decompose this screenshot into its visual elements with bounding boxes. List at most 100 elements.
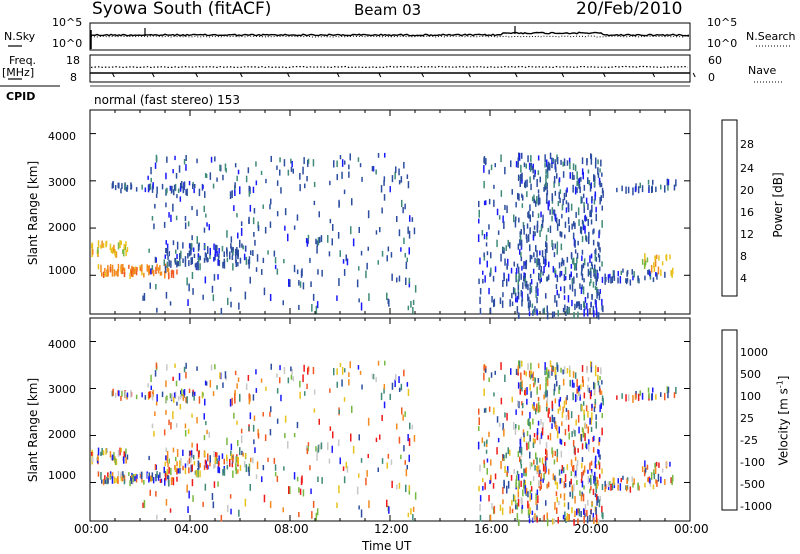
velocity-echo-mark: [626, 485, 629, 490]
power-echo-mark: [655, 254, 658, 260]
power-echo-mark: [515, 297, 517, 303]
power-echo-mark: [557, 309, 559, 317]
velocity-echo-mark: [166, 395, 168, 401]
power-echo-mark: [605, 276, 607, 282]
velocity-echo-mark: [488, 431, 490, 437]
power-echo-mark: [609, 273, 611, 278]
power-echo-mark: [276, 268, 279, 275]
velocity-echo-mark: [139, 472, 141, 478]
power-echo-mark: [220, 164, 222, 172]
velocity-echo-mark: [151, 394, 154, 401]
velocity-echo-mark: [91, 451, 93, 456]
velocity-echo-mark: [365, 477, 367, 486]
power-echo-mark: [168, 272, 170, 280]
velocity-echo-mark: [599, 388, 601, 395]
velocity-panel-frame: [89, 317, 691, 522]
velocity-echo-mark: [594, 369, 597, 377]
velocity-echo-mark: [199, 470, 201, 478]
velocity-echo-mark: [528, 418, 530, 427]
velocity-echo-mark: [239, 393, 241, 402]
velocity-echo-mark: [284, 433, 286, 439]
velocity-echo-mark: [583, 413, 585, 421]
power-echo-mark: [520, 229, 522, 235]
velocity-echo-mark: [300, 477, 303, 486]
velocity-echo-mark: [559, 478, 562, 484]
velocity-echo-mark: [531, 462, 533, 467]
power-echo-mark: [504, 204, 506, 210]
power-echo-mark: [380, 185, 383, 193]
velocity-echo-mark: [559, 438, 561, 444]
velocity-echo-mark: [601, 395, 604, 402]
power-echo-mark: [109, 243, 112, 251]
velocity-echo-mark: [661, 468, 664, 473]
velocity-echo-mark: [226, 454, 228, 462]
velocity-echo-mark: [320, 442, 323, 450]
power-echo-mark: [593, 174, 595, 182]
power-echo-mark: [119, 240, 121, 248]
velocity-echo-mark: [315, 512, 318, 521]
power-echo-mark: [229, 287, 232, 292]
velocity-echo-mark: [541, 457, 544, 465]
velocity-echo-mark: [260, 378, 263, 383]
power-echo-mark: [202, 294, 204, 300]
velocity-echo-mark: [312, 501, 315, 508]
power-echo-mark: [589, 183, 592, 192]
velocity-echo-mark: [218, 460, 220, 466]
velocity-echo-mark: [143, 500, 146, 508]
power-echo-mark: [531, 303, 534, 308]
freq-dip-mark: [111, 72, 115, 78]
power-echo-mark: [574, 303, 576, 310]
velocity-echo-mark: [519, 442, 522, 448]
ytick-vel-4000: 4000: [48, 338, 76, 351]
power-echo-mark: [313, 181, 316, 188]
power-echo-mark: [357, 157, 360, 162]
velocity-echo-mark: [307, 366, 310, 372]
velocity-echo-mark: [321, 477, 323, 484]
velocity-echo-mark: [248, 426, 250, 431]
velocity-echo-mark: [488, 495, 490, 502]
velocity-echo-mark: [564, 483, 567, 488]
velocity-echo-mark: [602, 512, 604, 520]
xtick-2400: 00:00: [674, 522, 709, 536]
velocity-echo-mark: [166, 364, 168, 371]
power-echo-mark: [610, 276, 612, 284]
power-echo-mark: [502, 246, 505, 251]
velocity-echo-mark: [511, 396, 513, 403]
velocity-echo-mark: [486, 458, 489, 463]
velocity-echo-mark: [560, 439, 563, 445]
velocity-echo-mark: [111, 454, 114, 461]
power-echo-mark: [482, 270, 484, 275]
velocity-echo-mark: [318, 418, 320, 425]
velocity-echo-mark: [571, 379, 574, 388]
power-echo-mark: [132, 270, 134, 278]
velocity-echo-mark: [489, 514, 492, 521]
power-echo-mark: [560, 270, 563, 276]
velocity-echo-mark: [210, 364, 213, 371]
velocity-echo-mark: [617, 484, 619, 491]
power-echo-mark: [543, 187, 545, 192]
velocity-echo-mark: [212, 391, 215, 397]
velocity-echo-mark: [100, 451, 102, 457]
velocity-echo-mark: [168, 467, 170, 474]
power-echo-mark: [174, 258, 177, 265]
power-echo-mark: [484, 160, 487, 166]
velocity-echo-mark: [627, 394, 630, 401]
velocity-echo-mark: [226, 437, 228, 446]
velocity-echo-mark: [196, 417, 198, 424]
power-echo-mark: [566, 256, 569, 263]
power-echo-mark: [567, 295, 570, 303]
velocity-echo-mark: [506, 412, 508, 421]
power-echo-mark: [122, 264, 124, 269]
power-echo-mark: [536, 196, 538, 204]
velocity-echo-mark: [205, 460, 208, 468]
power-echo-mark: [517, 291, 520, 300]
velocity-echo-mark: [549, 433, 552, 441]
power-echo-mark: [204, 276, 207, 284]
velocity-echo-mark: [189, 450, 192, 458]
power-echo-mark: [489, 272, 491, 277]
power-echo-mark: [298, 280, 300, 286]
power-echo-mark: [579, 226, 582, 234]
power-echo-mark: [176, 253, 178, 259]
velocity-echo-mark: [252, 424, 255, 432]
velocity-echo-mark: [492, 483, 495, 489]
